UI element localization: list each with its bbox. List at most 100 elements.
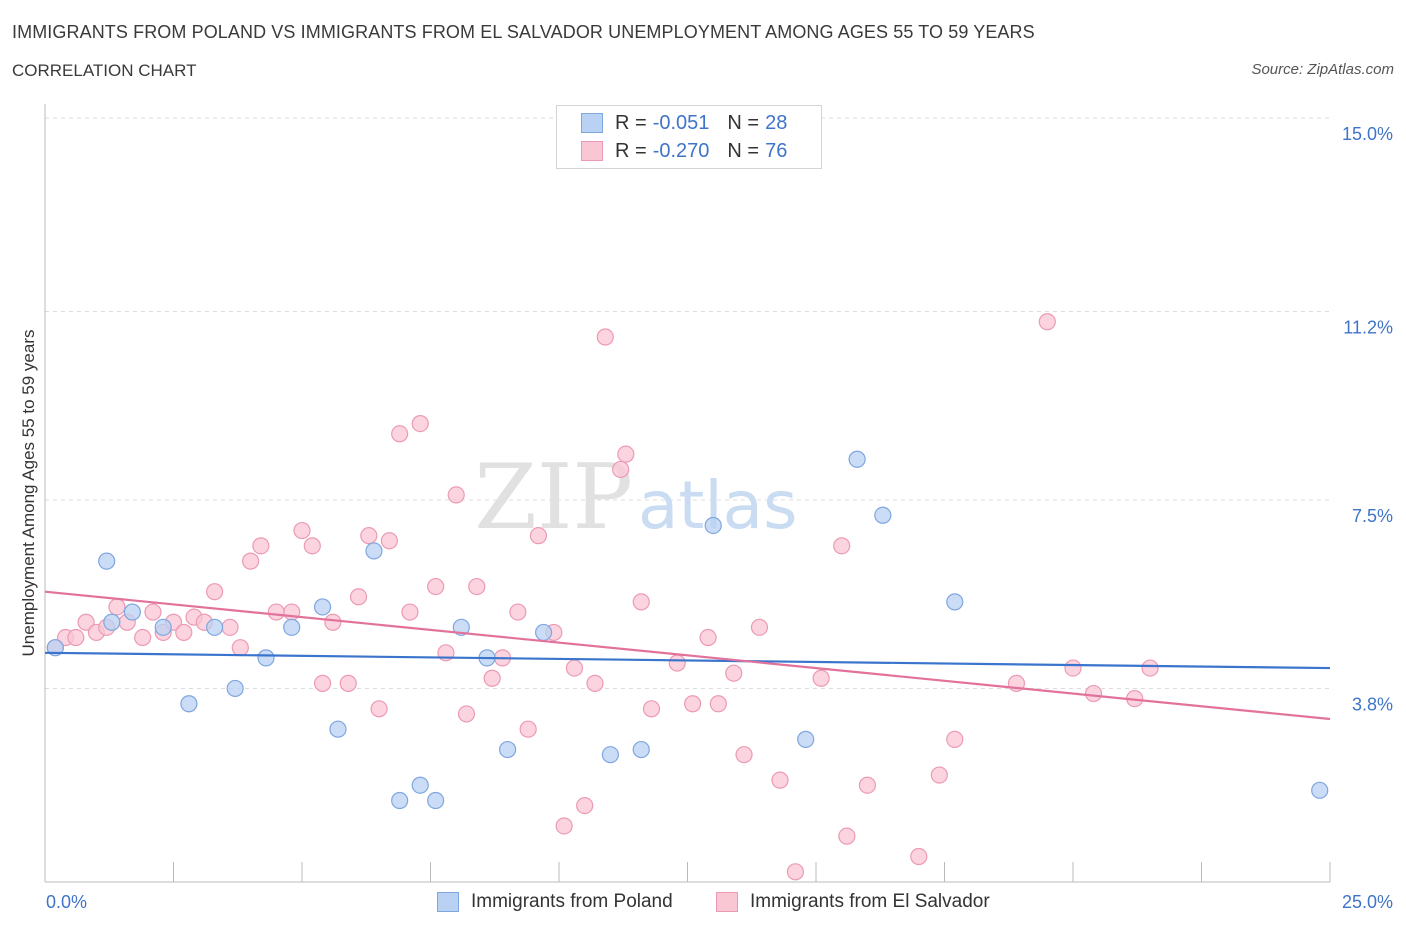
elsalvador-point (67, 628, 85, 647)
elsalvador-point (360, 527, 378, 545)
elsalvador-legend-swatch (716, 892, 738, 912)
r-label: R = (615, 111, 647, 134)
tick-labels: 3.8% 7.5% 11.2% 15.0% 0.0% 25.0% (46, 124, 1393, 912)
legend-label-poland: Immigrants from Poland (471, 891, 673, 912)
poland-point (46, 639, 64, 657)
elsalvador-point (596, 328, 614, 346)
elsalvador-point (108, 598, 126, 616)
poland-point (154, 618, 172, 636)
watermark: ZIP atlas (474, 445, 797, 550)
legend-item-poland[interactable]: Immigrants from Poland (437, 888, 673, 916)
elsalvador-point (1064, 659, 1082, 677)
elsalvador-point (910, 847, 928, 866)
elsalvador-point (509, 603, 527, 621)
elsalvador-point (617, 445, 635, 463)
elsalvador-point (447, 486, 465, 504)
elsalvador-point (565, 659, 584, 677)
stats-row-poland: R = -0.051 N = 28 (581, 110, 805, 136)
poland-point (206, 618, 224, 636)
elsalvador-point (293, 521, 311, 540)
elsalvador-point (144, 603, 162, 621)
elsalvador-point (858, 776, 877, 794)
elsalvador-point (709, 695, 727, 713)
poland-point (427, 791, 445, 810)
n-label: N = (727, 111, 760, 134)
elsalvador-point (735, 746, 753, 764)
source-credit: Source: ZipAtlas.com (1251, 61, 1394, 78)
elsalvador-swatch (581, 141, 603, 161)
elsalvador-point (411, 415, 429, 433)
axes (44, 104, 1331, 883)
elsalvador-point (231, 639, 249, 657)
elsalvador-point (699, 628, 717, 647)
poland-point (946, 593, 964, 611)
r-value: -0.270 (652, 139, 710, 162)
elsalvador-point (1141, 659, 1159, 677)
poland-trend-line (44, 651, 1331, 670)
elsalvador-point (930, 766, 948, 784)
elsalvador-point (221, 618, 239, 636)
elsalvador-point (946, 730, 964, 748)
r-value: -0.051 (652, 111, 710, 134)
poland-point (452, 618, 470, 636)
elsalvador-point (206, 583, 224, 601)
elsalvador-point (349, 588, 368, 606)
poland-point (257, 649, 275, 667)
elsalvador-point (668, 654, 686, 672)
elsalvador-point (267, 603, 285, 621)
elsalvador-point (401, 603, 419, 621)
stats-row-elsalvador: R = -0.270 N = 76 (581, 138, 805, 164)
elsalvador-point (77, 613, 95, 631)
poland-point (180, 695, 198, 713)
elsalvador-point (303, 537, 321, 555)
elsalvador-point (586, 674, 604, 692)
poland-point (601, 746, 620, 764)
elsalvador-point (838, 827, 856, 845)
elsalvador-point (1038, 313, 1056, 331)
elsalvador-point (612, 460, 630, 479)
elsalvador-point (786, 863, 805, 881)
elsalvador-point (380, 532, 398, 550)
y-axis-label: Unemployment Among Ages 55 to 59 years (19, 330, 38, 657)
y-tick-label: 15.0% (1342, 124, 1393, 144)
elsalvador-point (324, 613, 342, 631)
y-tick-label: 3.8% (1352, 694, 1393, 714)
poland-point (283, 618, 301, 636)
elsalvador-point (529, 527, 548, 545)
r-label: R = (615, 139, 647, 162)
poland-point (499, 740, 517, 759)
elsalvador-point (457, 705, 476, 723)
elsalvador-point (483, 669, 501, 687)
poland-point (226, 679, 244, 698)
elsalvador-point (750, 618, 769, 636)
n-value: 76 (765, 139, 788, 162)
watermark-zip: ZIP (474, 445, 633, 550)
elsalvador-point (468, 577, 486, 596)
poland-point (704, 516, 722, 535)
poland-legend-swatch (437, 892, 459, 912)
x-tick-label: 0.0% (46, 892, 87, 912)
stats-legend: R = -0.051 N = 28 R = -0.270 N = 76 (556, 105, 822, 169)
elsalvador-point (725, 664, 743, 682)
legend-label-elsalvador: Immigrants from El Salvador (750, 891, 990, 912)
elsalvador-point (391, 425, 409, 443)
n-value: 28 (765, 111, 788, 134)
elsalvador-point (576, 796, 594, 815)
poland-point (848, 450, 866, 468)
elsalvador-point (632, 593, 650, 611)
poland-point (123, 603, 141, 621)
legend-item-elsalvador[interactable]: Immigrants from El Salvador (716, 888, 990, 916)
chart-subtitle: CORRELATION CHART (12, 61, 197, 80)
elsalvador-point (370, 700, 388, 718)
x-tick-label: 25.0% (1342, 892, 1393, 912)
poland-point (632, 740, 650, 759)
poland-point (797, 730, 815, 748)
poland-point (365, 542, 383, 560)
elsalvador-point (555, 817, 573, 835)
elsalvador-point (812, 669, 830, 687)
elsalvador-trend-line (44, 590, 1331, 721)
poland-point (534, 623, 553, 642)
elsalvador-point (175, 623, 193, 642)
elsalvador-point (833, 537, 851, 555)
